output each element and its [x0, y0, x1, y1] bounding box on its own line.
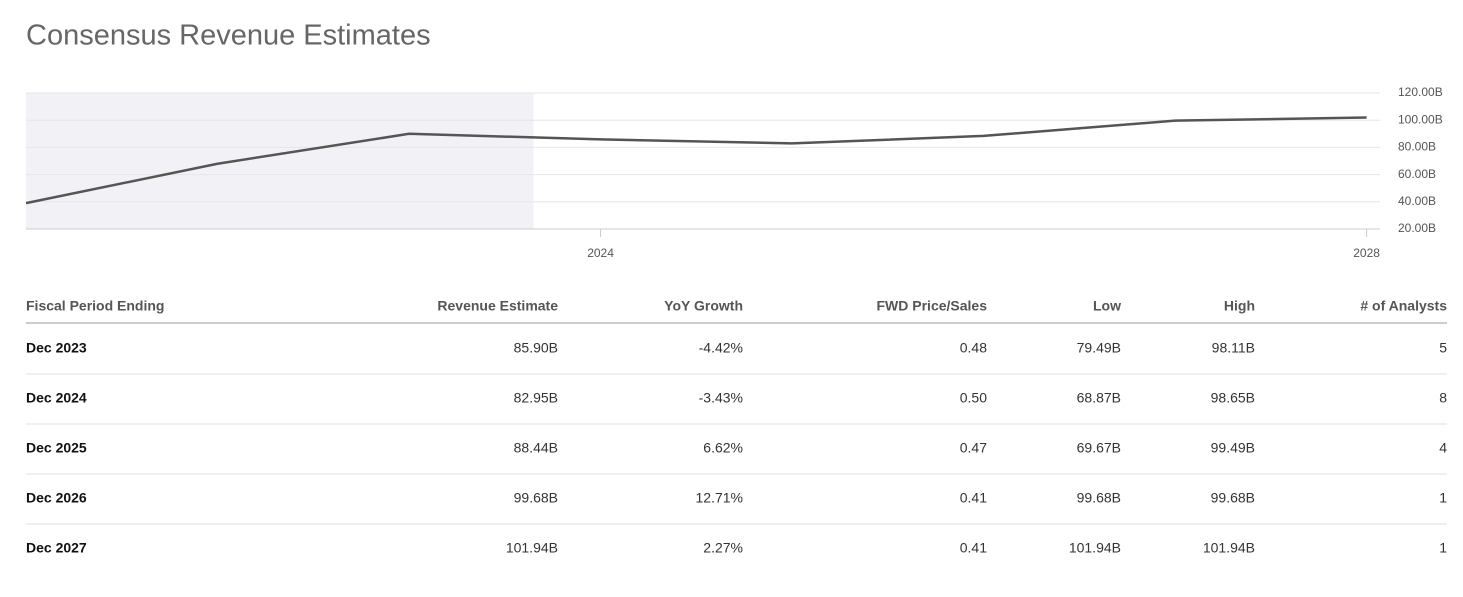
row-label: Dec 2024 [26, 390, 87, 406]
table-cell: 99.49B [1211, 440, 1255, 456]
table-cell: 0.48 [960, 340, 987, 356]
table-cell: 1 [1439, 490, 1447, 506]
table-cell: 68.87B [1077, 390, 1121, 406]
row-label: Dec 2027 [26, 540, 87, 556]
y-tick-label: 80.00B [1398, 140, 1436, 154]
table-cell: 69.67B [1077, 440, 1121, 456]
table-cell: -4.42% [699, 340, 743, 356]
table-cell: 101.94B [506, 540, 558, 556]
row-label: Dec 2026 [26, 490, 87, 506]
table-cell: 99.68B [1077, 490, 1121, 506]
revenue-line [25, 116, 1367, 205]
table-cell: Low [1093, 298, 1121, 314]
table-cell: 0.41 [960, 490, 987, 506]
row-label: Dec 2025 [26, 440, 87, 456]
x-tick-label: 2024 [587, 246, 614, 260]
table-cell: 5 [1439, 340, 1447, 356]
x-tick-label: 2028 [1353, 246, 1380, 260]
table-cell: 98.65B [1211, 390, 1255, 406]
table-cell: 88.44B [514, 440, 558, 456]
row-label: Dec 2023 [26, 340, 87, 356]
table-cell: High [1224, 298, 1255, 314]
table-cell: 85.90B [514, 340, 558, 356]
y-tick-label: 100.00B [1398, 112, 1443, 126]
table-cell: FWD Price/Sales [877, 298, 988, 314]
table-cell: YoY Growth [664, 298, 743, 314]
table-cell: 82.95B [514, 390, 558, 406]
table-cell: 4 [1439, 440, 1447, 456]
table-cell: 0.47 [960, 440, 987, 456]
table-cell: 6.62% [703, 440, 743, 456]
table-cell: 8 [1439, 390, 1447, 406]
table-cell: 79.49B [1077, 340, 1121, 356]
page-title: Consensus Revenue Estimates [26, 20, 431, 52]
table-cell: Revenue Estimate [437, 298, 558, 314]
table-cell: 101.94B [1203, 540, 1255, 556]
history-shade [26, 93, 534, 229]
table-cell: 0.41 [960, 540, 987, 556]
table-cell: # of Analysts [1360, 298, 1447, 314]
y-tick-label: 40.00B [1398, 194, 1436, 208]
y-tick-label: 20.00B [1398, 221, 1436, 235]
y-tick-label: 120.00B [1398, 85, 1443, 99]
y-tick-label: 60.00B [1398, 167, 1436, 181]
table-cell: 2.27% [703, 540, 743, 556]
table-cell: 99.68B [514, 490, 558, 506]
table-cell: 12.71% [696, 490, 743, 506]
table-cell: 101.94B [1069, 540, 1121, 556]
table-cell: 1 [1439, 540, 1447, 556]
table-cell: -3.43% [699, 390, 743, 406]
table-cell: 98.11B [1212, 340, 1255, 356]
table-cell: 0.50 [960, 390, 987, 406]
table-cell: 99.68B [1211, 490, 1255, 506]
row-label: Fiscal Period Ending [26, 298, 164, 314]
